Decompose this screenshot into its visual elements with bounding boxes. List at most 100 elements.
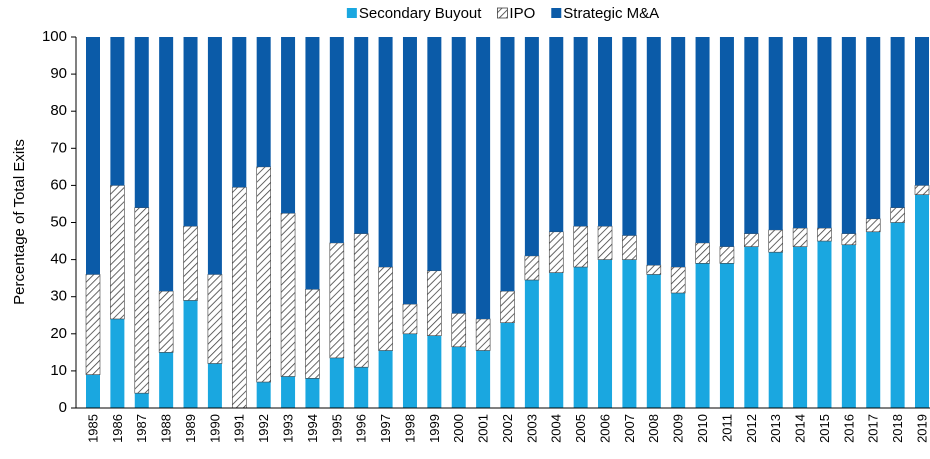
- bar-segment: [353, 233, 369, 368]
- x-tick-label: 1994: [305, 414, 320, 443]
- bar-segment: [598, 259, 613, 408]
- bar-segment: [719, 246, 735, 264]
- x-tick-label: 1989: [183, 414, 198, 443]
- bar-segment: [134, 393, 149, 408]
- x-tick-label: 2002: [500, 414, 515, 443]
- bar-segment: [719, 37, 734, 247]
- y-tick-label: 60: [50, 176, 67, 193]
- bar-segment: [110, 318, 125, 408]
- bar-segment: [646, 37, 661, 266]
- bar-segment: [548, 231, 564, 273]
- bar-segment: [524, 255, 540, 281]
- bar-segment: [280, 212, 296, 377]
- x-tick-label: 1997: [378, 414, 393, 443]
- bar-segment: [427, 335, 442, 408]
- bar-segment: [597, 225, 613, 260]
- bar-segment: [159, 352, 174, 408]
- bar-segment: [841, 244, 856, 408]
- x-tick-label: 2009: [671, 414, 686, 443]
- bar-segment: [378, 266, 393, 351]
- bar-segment: [159, 37, 174, 292]
- bar-segment: [86, 37, 100, 275]
- x-tick-label: 2011: [719, 414, 734, 442]
- y-tick-label: 20: [50, 325, 67, 342]
- bar-segment: [329, 37, 344, 243]
- bar-segment: [451, 37, 466, 314]
- x-tick-label: 1992: [256, 414, 271, 443]
- bar-segment: [451, 313, 467, 348]
- bar-segment: [817, 241, 832, 408]
- x-tick-label: 2017: [866, 414, 881, 443]
- bar-segment: [914, 185, 930, 195]
- bar-segment: [354, 37, 369, 234]
- y-axis-label: Percentage of Total Exits: [11, 139, 28, 305]
- bar-segment: [281, 37, 296, 214]
- bar-segment: [475, 318, 491, 351]
- bar-segment: [817, 227, 832, 242]
- bar-segment: [329, 242, 345, 359]
- x-tick-label: 1987: [134, 414, 149, 443]
- x-tick-label: 1993: [280, 414, 295, 443]
- bar-segment: [744, 233, 759, 247]
- x-tick-label: 1991: [232, 414, 247, 443]
- x-tick-label: 2006: [597, 414, 612, 443]
- bar-segment: [793, 37, 808, 229]
- bar-segment: [451, 346, 466, 408]
- bar-segment: [500, 290, 515, 323]
- bar-segment: [158, 290, 174, 353]
- bar-segment: [768, 37, 783, 230]
- y-tick-label: 100: [42, 28, 67, 45]
- bar-segment: [549, 272, 564, 408]
- bar-segment: [305, 378, 320, 408]
- x-tick-label: 2018: [890, 414, 905, 443]
- x-tick-label: 1995: [329, 414, 344, 443]
- bar-segment: [646, 274, 661, 408]
- bar-segment: [378, 37, 393, 268]
- bar-segment: [231, 186, 247, 409]
- x-tick-label: 1985: [85, 414, 100, 443]
- bar-segment: [134, 207, 150, 394]
- bar-segment: [792, 227, 808, 247]
- bar-segment: [890, 37, 905, 208]
- bar-segment: [378, 350, 393, 408]
- bar-segment: [841, 233, 857, 246]
- bar-segment: [110, 185, 125, 320]
- legend-label: IPO: [509, 5, 535, 22]
- bar-segment: [573, 267, 588, 408]
- x-tick-label: 2001: [476, 414, 491, 443]
- x-tick-label: 2004: [549, 414, 564, 443]
- x-tick-label: 2008: [646, 414, 661, 443]
- bar-segment: [549, 37, 564, 232]
- bar-segment: [427, 270, 442, 336]
- x-tick-label: 1988: [159, 414, 174, 443]
- bar-segment: [671, 37, 686, 268]
- x-tick-label: 2016: [841, 414, 856, 443]
- bar-segment: [402, 37, 417, 305]
- bar-segment: [915, 37, 929, 186]
- y-tick-label: 80: [50, 102, 67, 119]
- bar-segment: [866, 231, 881, 408]
- bar-segment: [281, 376, 296, 408]
- x-tick-label: 2007: [622, 414, 637, 443]
- bar-segment: [256, 166, 271, 383]
- bar-segment: [622, 259, 637, 408]
- legend-label: Secondary Buyout: [359, 5, 482, 22]
- x-tick-label: 2014: [793, 414, 808, 443]
- x-tick-label: 2015: [817, 414, 832, 443]
- bar-segment: [890, 222, 905, 408]
- bar-segment: [671, 292, 686, 408]
- x-tick-label: 2019: [914, 414, 929, 443]
- bar-segment: [86, 374, 100, 408]
- x-tick-label: 2010: [695, 414, 710, 443]
- bar-segment: [402, 333, 417, 408]
- legend-swatch: [497, 7, 508, 19]
- bar-segment: [110, 37, 125, 186]
- bar-segment: [744, 37, 759, 234]
- bar-segment: [402, 303, 418, 335]
- y-tick-label: 50: [50, 213, 67, 230]
- bar-segment: [524, 280, 539, 408]
- x-tick-label: 2003: [524, 414, 539, 443]
- x-tick-label: 2000: [451, 414, 466, 443]
- bar-segment: [183, 37, 198, 227]
